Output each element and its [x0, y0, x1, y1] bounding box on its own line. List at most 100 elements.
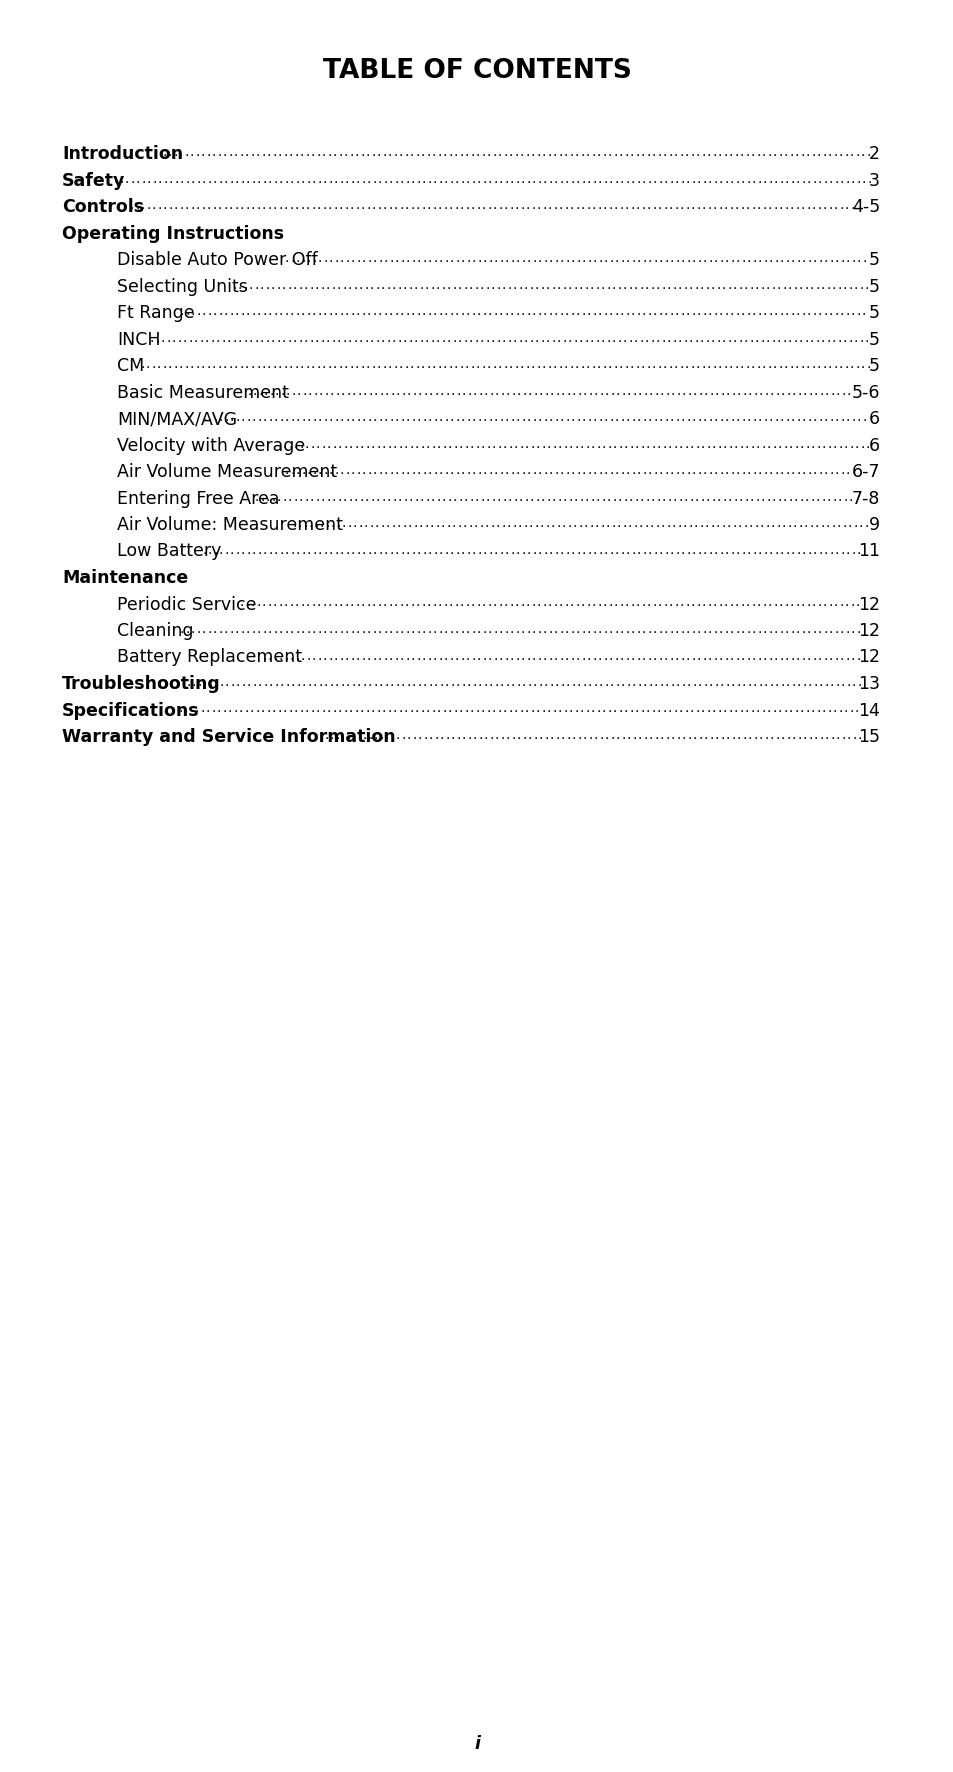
Text: .: . — [542, 595, 546, 610]
Text: .: . — [251, 595, 255, 610]
Text: .: . — [464, 356, 469, 370]
Text: 12: 12 — [857, 649, 879, 666]
Text: .: . — [530, 145, 535, 159]
Text: .: . — [276, 489, 281, 503]
Text: .: . — [690, 172, 695, 186]
Text: .: . — [472, 675, 476, 689]
Text: .: . — [336, 516, 340, 530]
Text: .: . — [596, 702, 600, 716]
Text: .: . — [191, 172, 194, 186]
Text: .: . — [399, 622, 404, 636]
Text: .: . — [840, 649, 843, 663]
Text: .: . — [856, 622, 860, 636]
Text: .: . — [805, 145, 809, 159]
Text: .: . — [601, 436, 606, 450]
Text: .: . — [460, 622, 464, 636]
Text: .: . — [372, 305, 376, 317]
Text: .: . — [384, 675, 389, 689]
Text: .: . — [740, 252, 745, 266]
Text: .: . — [416, 649, 420, 663]
Text: .: . — [450, 409, 454, 424]
Text: .: . — [534, 516, 538, 530]
Text: 3: 3 — [868, 172, 879, 190]
Text: .: . — [395, 409, 399, 424]
Text: .: . — [693, 516, 698, 530]
Text: 6: 6 — [868, 436, 879, 454]
Text: .: . — [498, 649, 503, 663]
Text: .: . — [571, 252, 575, 266]
Text: .: . — [695, 436, 700, 450]
Text: .: . — [707, 649, 712, 663]
Text: .: . — [667, 489, 671, 503]
Text: .: . — [327, 145, 332, 159]
Text: .: . — [713, 462, 718, 477]
Text: .: . — [592, 305, 597, 317]
Text: .: . — [366, 595, 371, 610]
Text: .: . — [771, 331, 775, 344]
Text: .: . — [345, 542, 350, 556]
Text: .: . — [438, 305, 442, 317]
Text: .: . — [300, 595, 305, 610]
Text: .: . — [596, 489, 599, 503]
Text: .: . — [475, 489, 478, 503]
Text: .: . — [778, 436, 781, 450]
Text: .: . — [267, 145, 271, 159]
Text: .: . — [662, 145, 666, 159]
Text: .: . — [564, 172, 568, 186]
Text: .: . — [751, 172, 755, 186]
Text: .: . — [289, 356, 294, 370]
Text: .: . — [294, 702, 298, 716]
Text: .: . — [455, 305, 459, 317]
Text: .: . — [268, 649, 273, 663]
Text: .: . — [333, 145, 336, 159]
Text: .: . — [625, 462, 630, 477]
Text: .: . — [609, 252, 613, 266]
Text: .: . — [469, 489, 474, 503]
Text: .: . — [835, 383, 840, 397]
Text: .: . — [452, 278, 456, 292]
Text: .: . — [591, 145, 595, 159]
Text: .: . — [416, 252, 421, 266]
Text: .: . — [856, 649, 860, 663]
Text: .: . — [418, 516, 423, 530]
Text: .: . — [790, 409, 795, 424]
Text: .: . — [786, 516, 791, 530]
Text: .: . — [801, 675, 806, 689]
Text: .: . — [343, 145, 348, 159]
Text: .: . — [532, 649, 536, 663]
Text: .: . — [474, 278, 478, 292]
Text: .: . — [532, 542, 537, 556]
Text: .: . — [645, 702, 650, 716]
Text: .: . — [244, 702, 249, 716]
Text: .: . — [301, 462, 306, 477]
Text: .: . — [219, 409, 223, 424]
Text: .: . — [721, 278, 725, 292]
Text: .: . — [485, 331, 489, 344]
Text: .: . — [835, 728, 840, 742]
Text: .: . — [343, 702, 348, 716]
Text: .: . — [477, 728, 482, 742]
Text: .: . — [541, 356, 546, 370]
Text: .: . — [660, 331, 665, 344]
Text: .: . — [753, 728, 757, 742]
Text: .: . — [731, 383, 735, 397]
Text: .: . — [481, 198, 486, 213]
Text: .: . — [752, 462, 756, 477]
Text: .: . — [688, 278, 693, 292]
Text: .: . — [294, 145, 298, 159]
Text: .: . — [531, 595, 536, 610]
Text: .: . — [421, 198, 425, 213]
Text: .: . — [847, 278, 852, 292]
Text: .: . — [328, 649, 333, 663]
Text: .: . — [460, 462, 465, 477]
Text: .: . — [856, 542, 861, 556]
Text: .: . — [501, 516, 505, 530]
Text: .: . — [488, 305, 492, 317]
Text: .: . — [751, 595, 755, 610]
Text: .: . — [278, 622, 283, 636]
Text: .: . — [283, 145, 287, 159]
Text: .: . — [364, 278, 369, 292]
Text: .: . — [636, 595, 639, 610]
Text: .: . — [789, 198, 793, 213]
Text: .: . — [720, 516, 725, 530]
